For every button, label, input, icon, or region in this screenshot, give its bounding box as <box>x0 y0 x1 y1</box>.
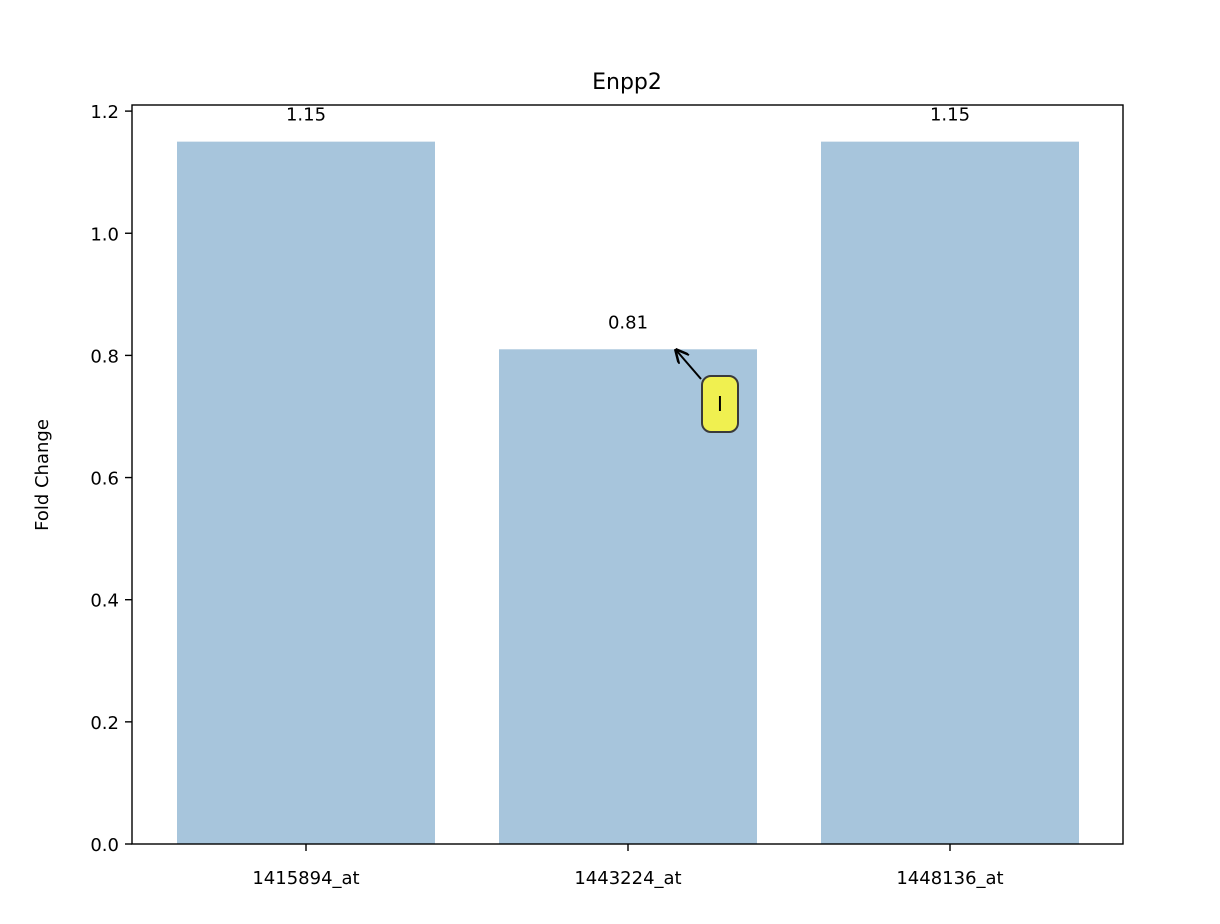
y-tick-label: 0.6 <box>90 469 119 490</box>
value-labels-group: 1.15 0.81 1.15 <box>286 105 970 334</box>
value-label-1443224_at: 0.81 <box>608 312 648 333</box>
x-tick-label-1443224_at: 1443224_at <box>574 868 681 889</box>
y-axis-label: Fold Change <box>32 419 53 531</box>
x-axis-ticks: 1415894_at 1443224_at 1448136_at <box>252 844 1004 889</box>
y-tick-label: 1.2 <box>90 102 119 123</box>
annotation-box <box>701 375 739 433</box>
annotation-callout: I <box>676 350 739 433</box>
y-tick-label: 1.0 <box>90 224 119 245</box>
annotation-text: I <box>717 392 723 416</box>
value-label-1415894_at: 1.15 <box>286 105 326 126</box>
chart-title: Enpp2 <box>592 70 662 95</box>
bars-group <box>177 141 1079 844</box>
bar-1415894_at <box>177 141 435 844</box>
annotation-arrow <box>676 350 702 380</box>
bar-1448136_at <box>821 141 1079 844</box>
plot-area-frame <box>131 104 1124 845</box>
value-label-1448136_at: 1.15 <box>930 105 970 126</box>
y-tick-label: 0.8 <box>90 346 119 367</box>
y-tick-label: 0.4 <box>90 591 119 612</box>
x-tick-label-1448136_at: 1448136_at <box>896 868 1003 889</box>
x-tick-label-1415894_at: 1415894_at <box>252 868 359 889</box>
y-axis-ticks: 0.0 0.2 0.4 0.6 0.8 1.0 1.2 <box>90 102 132 856</box>
y-tick-label: 0.2 <box>90 713 119 734</box>
y-tick-label: 0.0 <box>90 835 119 856</box>
